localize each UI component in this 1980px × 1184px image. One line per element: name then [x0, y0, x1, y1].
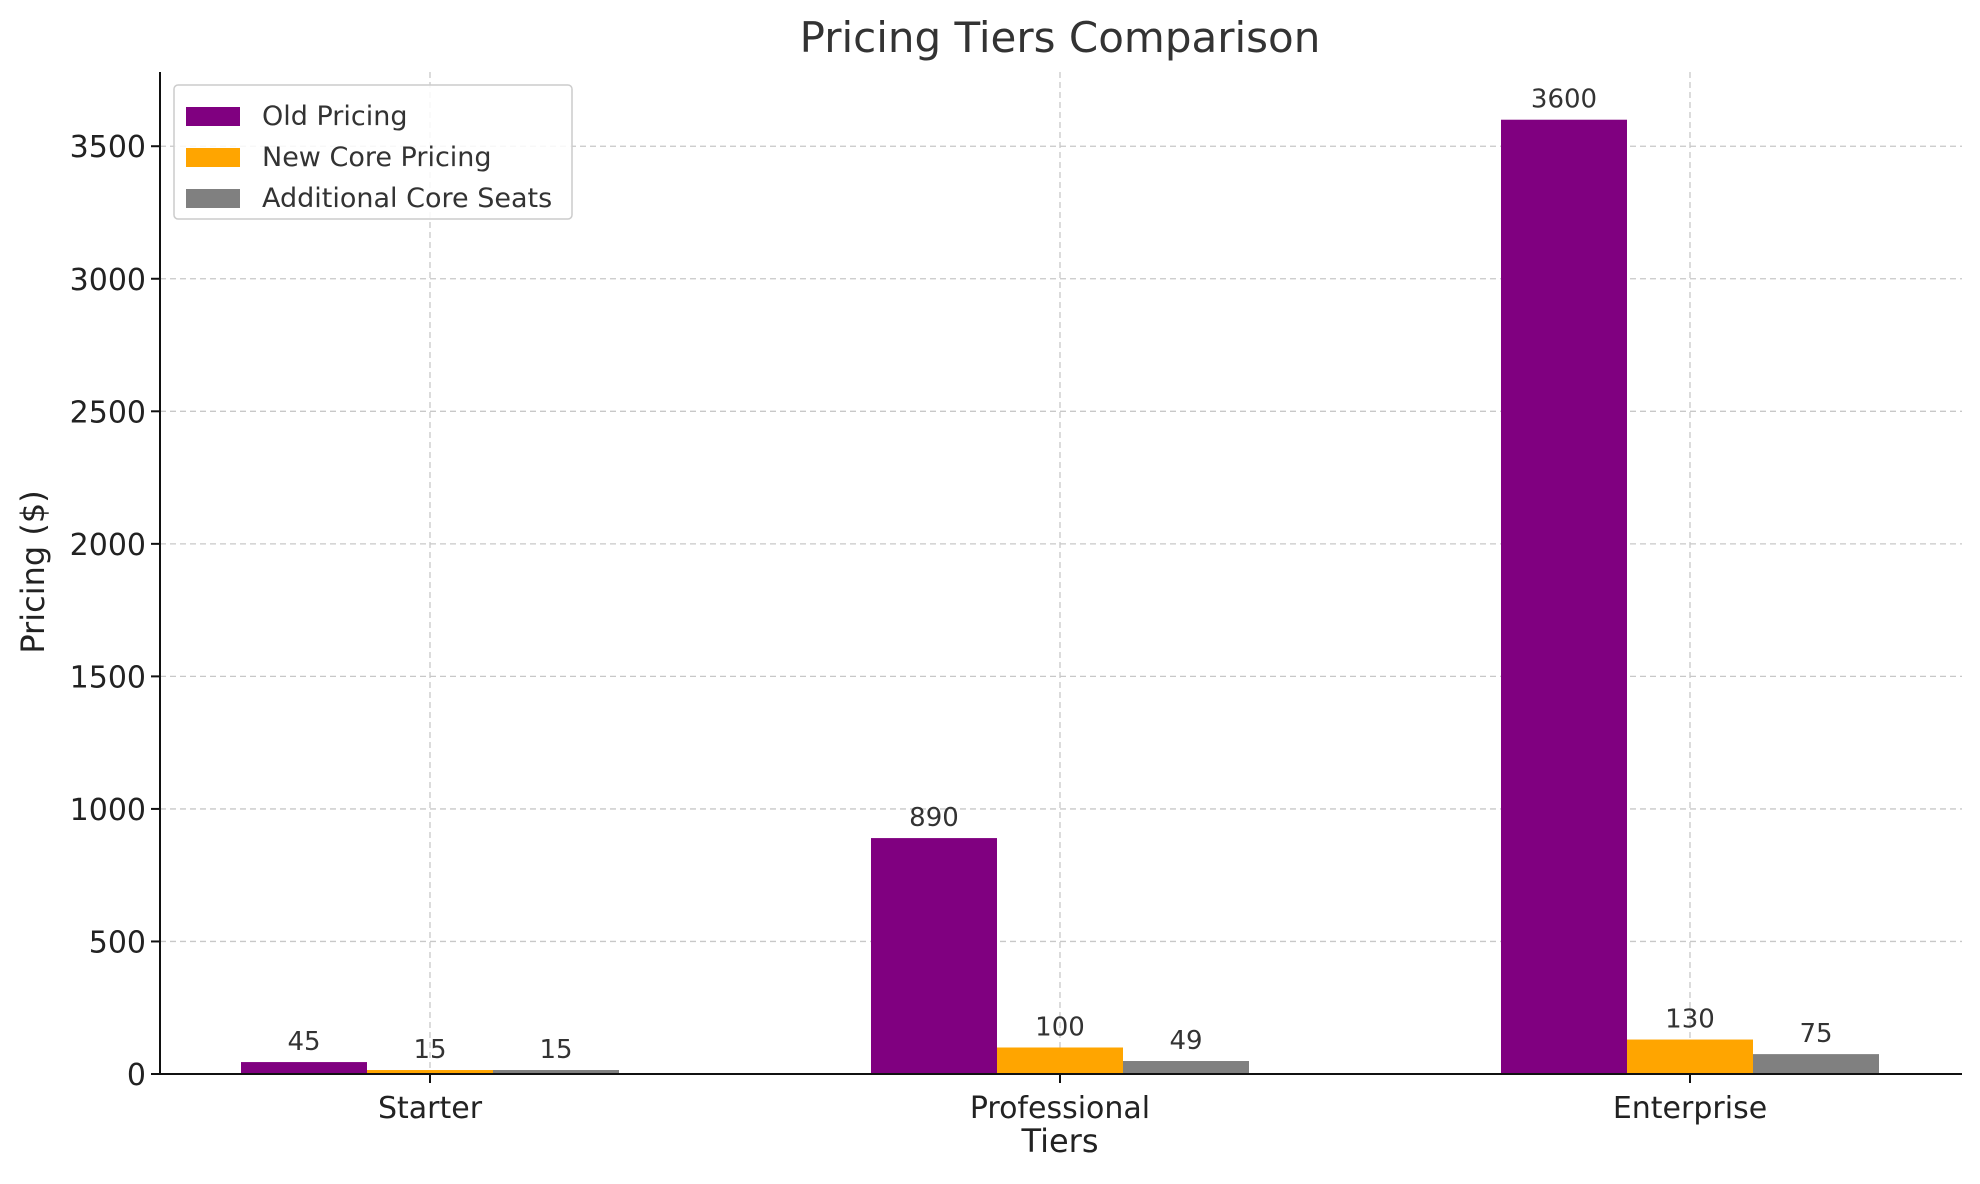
bar-value-label: 100 [1035, 1012, 1085, 1042]
bars [241, 119, 1879, 1074]
bar-value-labels: 45 890 3600 15 100 130 15 49 75 [287, 85, 1832, 1065]
bar [1627, 1039, 1753, 1074]
y-tick-label: 3500 [70, 130, 146, 165]
y-tick-label: 3000 [70, 263, 146, 298]
bar [1501, 119, 1627, 1074]
bar-value-label: 130 [1665, 1005, 1715, 1035]
bar [1123, 1061, 1249, 1074]
x-tick-label: Enterprise [1613, 1091, 1767, 1126]
x-tick-label: Starter [378, 1091, 483, 1126]
legend-frame [173, 84, 573, 220]
y-tick-label: 0 [127, 1058, 146, 1093]
grid [160, 72, 1962, 1074]
legend: Old Pricing New Core Pricing Additional Co… [173, 84, 573, 220]
y-axis-title: Pricing ($) [14, 490, 52, 653]
y-tick-label: 1500 [70, 660, 146, 695]
bar-value-label: 890 [909, 803, 959, 833]
bar [997, 1047, 1123, 1074]
legend-swatch [186, 148, 240, 167]
bar [241, 1062, 367, 1074]
x-tick-label: Professional [970, 1091, 1150, 1126]
bar [367, 1070, 493, 1074]
y-tick-label: 2000 [70, 528, 146, 563]
bar [493, 1070, 619, 1074]
legend-swatch [186, 189, 240, 208]
bar [871, 838, 997, 1074]
legend-label: New Core Pricing [262, 142, 492, 173]
axes: 0 500 1000 1500 2000 2500 3000 3500 Starter Profe… [70, 72, 1962, 1126]
bar-value-label: 49 [1169, 1026, 1202, 1056]
bar-value-label: 15 [413, 1035, 446, 1065]
legend-label: Old Pricing [262, 101, 407, 132]
chart-title: Pricing Tiers Comparison [800, 13, 1321, 62]
y-tick-label: 1000 [70, 793, 146, 828]
y-tick-label: 500 [89, 925, 146, 960]
bar-value-label: 15 [539, 1035, 572, 1065]
x-axis-title: Tiers [1021, 1122, 1099, 1160]
bar-value-label: 45 [287, 1027, 320, 1057]
legend-label: Additional Core Seats [262, 183, 552, 214]
y-tick-label: 2500 [70, 395, 146, 430]
bar-value-label: 3600 [1531, 85, 1597, 115]
bar-value-label: 75 [1799, 1019, 1832, 1049]
bar [1753, 1054, 1879, 1074]
legend-swatch [186, 107, 240, 126]
